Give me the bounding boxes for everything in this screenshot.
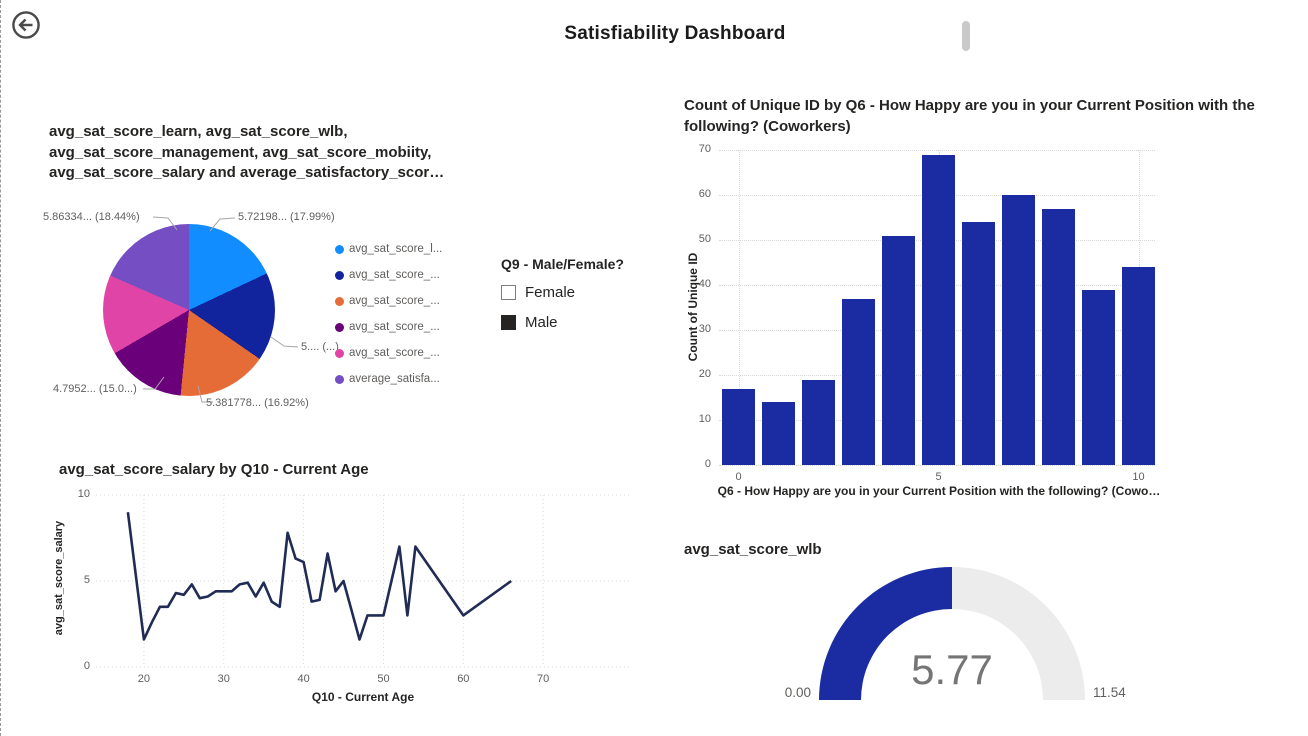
gridline bbox=[719, 150, 1155, 151]
slicer-title: Q9 - Male/Female? bbox=[501, 256, 624, 272]
bar[interactable] bbox=[1082, 289, 1115, 465]
y-axis-tick-label: 10 bbox=[77, 488, 90, 500]
scrollbar-thumb[interactable] bbox=[962, 21, 970, 51]
bar[interactable] bbox=[762, 402, 795, 465]
line-chart-title: avg_sat_score_salary by Q10 - Current Ag… bbox=[59, 461, 369, 478]
legend-label: avg_sat_score_... bbox=[349, 321, 440, 333]
bar-chart-title: Count of Unique ID by Q6 - How Happy are… bbox=[684, 97, 1255, 135]
y-axis-tick-label: 20 bbox=[698, 368, 711, 380]
y-axis-tick-label: 70 bbox=[698, 143, 711, 155]
x-axis-tick-label: 30 bbox=[217, 673, 230, 685]
x-axis-tick-label: 60 bbox=[457, 673, 470, 685]
legend-label: avg_sat_score_... bbox=[349, 269, 440, 281]
bar-y-axis-title: Count of Unique ID bbox=[686, 252, 700, 362]
gauge-max-label: 11.54 bbox=[1093, 685, 1126, 700]
line-plot: 0 5 10 20 30 40 50 60 70 bbox=[78, 488, 631, 685]
pie-callout-label: 5.381778... (16.92%) bbox=[206, 397, 309, 409]
x-axis-tick-label: 40 bbox=[297, 673, 310, 685]
gauge-fill[interactable] bbox=[819, 567, 952, 700]
legend-item[interactable]: avg_sat_score_... bbox=[335, 288, 442, 314]
x-axis-tick-label: 10 bbox=[1132, 471, 1145, 483]
checkbox-label: Female bbox=[525, 284, 576, 301]
gauge-arc[interactable] bbox=[819, 567, 1085, 702]
y-axis-tick-label: 0 bbox=[704, 458, 711, 470]
bar-plot: 0 10 20 30 40 50 60 70 0 5 10 bbox=[699, 143, 1155, 483]
pie-chart[interactable] bbox=[103, 224, 275, 396]
pie-callout-label: 4.7952... (15.0...) bbox=[53, 383, 137, 395]
y-axis-tick-label: 0 bbox=[83, 660, 90, 672]
legend-swatch bbox=[335, 322, 344, 332]
bar[interactable] bbox=[842, 298, 875, 465]
legend-item[interactable]: avg_sat_score_... bbox=[335, 262, 442, 288]
gridline bbox=[738, 150, 740, 465]
pie-callout-label: 5.72198... (17.99%) bbox=[238, 211, 335, 223]
legend-swatch bbox=[335, 348, 344, 358]
x-axis-tick-label: 5 bbox=[935, 471, 942, 483]
line-series[interactable] bbox=[126, 512, 512, 641]
legend-label: avg_sat_score_... bbox=[349, 295, 440, 307]
pie-callout-label: 5.... (...) bbox=[301, 341, 339, 353]
legend-swatch bbox=[335, 270, 344, 280]
checkbox-female[interactable] bbox=[501, 285, 516, 300]
gridline bbox=[719, 465, 1155, 466]
x-axis-tick-label: 0 bbox=[735, 471, 742, 483]
line-chart-canvas bbox=[96, 494, 631, 668]
back-arrow-icon bbox=[12, 11, 40, 39]
legend-swatch bbox=[335, 374, 344, 384]
pie-legend: avg_sat_score_l... avg_sat_score_... avg_s… bbox=[335, 236, 442, 392]
bar[interactable] bbox=[962, 222, 995, 465]
x-axis-tick-label: 20 bbox=[137, 673, 151, 685]
gauge-value: 5.77 bbox=[911, 646, 993, 693]
bar[interactable] bbox=[1002, 195, 1035, 465]
back-button[interactable] bbox=[11, 10, 43, 42]
pie-callout-label: 5.86334... (18.44%) bbox=[43, 211, 140, 223]
checkbox-male[interactable] bbox=[501, 315, 516, 330]
bar[interactable] bbox=[802, 379, 835, 465]
line-x-axis-title: Q10 - Current Age bbox=[311, 690, 415, 704]
bar[interactable] bbox=[882, 235, 915, 465]
pie-chart-title: avg_sat_score_learn, avg_sat_score_wlb, … bbox=[49, 123, 445, 182]
x-axis-tick-label: 50 bbox=[377, 673, 390, 685]
legend-swatch bbox=[335, 244, 344, 254]
y-axis-tick-label: 50 bbox=[698, 233, 711, 245]
legend-label: average_satisfa... bbox=[349, 373, 440, 385]
page-title: Satisfiability Dashboard bbox=[564, 23, 786, 44]
legend-label: avg_sat_score_... bbox=[349, 347, 440, 359]
gauge-title: avg_sat_score_wlb bbox=[684, 541, 822, 558]
legend-item[interactable]: avg_sat_score_... bbox=[335, 340, 442, 366]
legend-item[interactable]: avg_sat_score_l... bbox=[335, 236, 442, 262]
y-axis-tick-label: 40 bbox=[698, 278, 711, 290]
legend-label: avg_sat_score_l... bbox=[349, 243, 443, 255]
checkbox-label: Male bbox=[525, 314, 558, 331]
bar-x-axis-title: Q6 - How Happy are you in your Current P… bbox=[717, 484, 1161, 498]
y-axis-tick-label: 30 bbox=[698, 323, 711, 335]
slicer-option-male[interactable]: Male bbox=[501, 314, 558, 331]
y-axis-tick-label: 10 bbox=[698, 413, 711, 425]
bar[interactable] bbox=[1122, 267, 1155, 465]
legend-item[interactable]: average_satisfa... bbox=[335, 366, 442, 392]
bar[interactable] bbox=[1042, 208, 1075, 465]
bar[interactable] bbox=[922, 154, 955, 465]
y-axis-tick-label: 60 bbox=[698, 188, 711, 200]
legend-swatch bbox=[335, 296, 344, 306]
bar[interactable] bbox=[722, 388, 755, 465]
x-axis-tick-label: 70 bbox=[537, 673, 550, 685]
slicer-option-female[interactable]: Female bbox=[501, 284, 575, 301]
legend-item[interactable]: avg_sat_score_... bbox=[335, 314, 442, 340]
y-axis-tick-label: 5 bbox=[83, 574, 90, 586]
gauge-min-label: 0.00 bbox=[784, 685, 811, 700]
